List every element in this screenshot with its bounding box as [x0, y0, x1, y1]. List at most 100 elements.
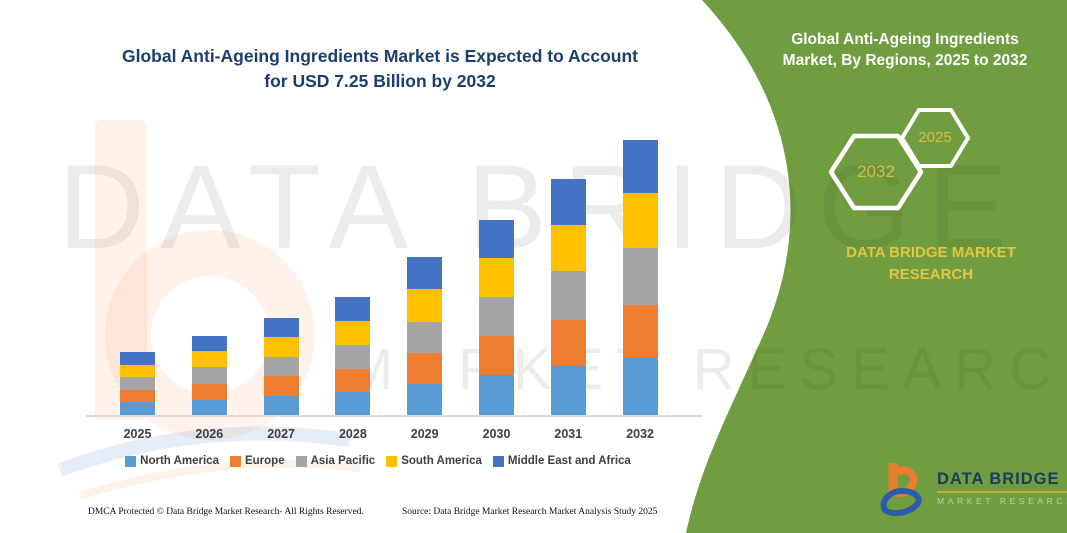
chart-title: Global Anti-Ageing Ingredients Market is…	[100, 44, 660, 94]
x-axis-label-2026: 2026	[195, 427, 224, 441]
legend-item-south-america: South America	[386, 455, 482, 467]
legend-label: Europe	[244, 455, 285, 467]
logo-name: DATA BRIDGE	[937, 470, 1060, 488]
logo-underline	[937, 491, 1067, 493]
bar-segment-middle-east-and-africa	[263, 317, 299, 337]
bar-2027	[263, 317, 299, 415]
bar-segment-middle-east-and-africa	[120, 352, 155, 365]
chart-title-line2: for USD 7.25 Billion by 2032	[264, 70, 496, 91]
watermark-orange-swoosh	[78, 459, 361, 500]
watermark-blue-swoosh	[57, 426, 352, 477]
bar-segment-north-america	[622, 358, 658, 415]
bar-segment-asia-pacific	[622, 248, 658, 305]
bar-segment-south-america	[335, 320, 371, 345]
x-axis-label-2028: 2028	[338, 427, 367, 441]
legend-label: Asia Pacific	[310, 455, 376, 467]
logo-text: DATA BRIDGE MARKET RESEARCH	[937, 470, 1067, 506]
bar-segment-europe	[120, 389, 155, 403]
footer-copyright: DMCA Protected © Data Bridge Market Rese…	[88, 507, 364, 517]
bar-segment-north-america	[407, 383, 443, 415]
logo-subtitle: MARKET RESEARCH	[937, 496, 1067, 506]
bar-segment-south-america	[622, 193, 658, 249]
panel-title-line2: Market, By Regions, 2025 to 2032	[782, 51, 1028, 69]
legend-swatch-icon	[125, 455, 137, 467]
bar-segment-europe	[550, 320, 586, 367]
stacked-bar-chart: 2025 2026 2027 2028 2029 2030 2031 2032	[86, 140, 702, 441]
x-axis-label-2025: 2025	[123, 427, 152, 441]
watermark-text-line2: MARKET RESEARCH	[345, 337, 1067, 402]
bar-segment-europe	[407, 352, 443, 384]
bar-segment-south-america	[479, 257, 514, 298]
legend-item-europe: Europe	[229, 455, 285, 467]
bar-segment-middle-east-and-africa	[191, 335, 227, 351]
hexagon-2032	[828, 133, 924, 211]
x-axis-label-2032: 2032	[626, 427, 654, 441]
bar-2032	[622, 140, 658, 415]
bar-segment-north-america	[479, 375, 514, 415]
legend-label: South America	[401, 455, 482, 467]
bar-segment-europe	[191, 383, 227, 400]
bar-segment-asia-pacific	[407, 321, 443, 353]
bar-segment-south-america	[407, 288, 443, 322]
bar-segment-europe	[622, 304, 658, 359]
panel-brand-text: DATA BRIDGE MARKET RESEARCH	[800, 242, 1062, 286]
bar-segment-north-america	[335, 391, 371, 415]
legend-swatch-icon	[295, 455, 307, 467]
hexagon-2032-label: 2032	[857, 162, 895, 181]
bar-2030	[479, 220, 514, 415]
bar-segment-asia-pacific	[191, 366, 227, 384]
chart-title-line1: Global Anti-Ageing Ingredients Market is…	[122, 46, 638, 66]
legend-item-middle-east-and-africa: Middle East and Africa	[492, 455, 631, 467]
bar-segment-middle-east-and-africa	[407, 256, 443, 289]
x-axis-label-2030: 2030	[482, 427, 511, 441]
bar-segment-middle-east-and-africa	[479, 220, 514, 258]
watermark-b-stem	[95, 120, 147, 420]
panel-title-line1: Global Anti-Ageing Ingredients	[791, 31, 1019, 48]
legend-item-north-america: North America	[125, 455, 219, 467]
bar-segment-europe	[335, 368, 371, 392]
bar-segment-asia-pacific	[479, 297, 514, 337]
panel-brand-line2: RESEARCH	[888, 265, 974, 283]
panel-title: Global Anti-Ageing Ingredients Market, B…	[752, 30, 1058, 72]
legend-swatch-icon	[229, 455, 241, 467]
legend-label: Middle East and Africa	[507, 455, 631, 467]
bar-segment-middle-east-and-africa	[335, 297, 371, 321]
bar-segment-south-america	[191, 350, 227, 367]
bar-segment-asia-pacific	[335, 344, 371, 369]
bar-2025	[120, 352, 155, 415]
bar-segment-middle-east-and-africa	[622, 140, 658, 194]
bar-2028	[335, 297, 371, 415]
bar-segment-south-america	[263, 336, 299, 357]
bar-2029	[407, 256, 443, 415]
legend-label: North America	[140, 455, 219, 467]
bar-segment-south-america	[120, 364, 155, 378]
watermark-text-line1: DATA BRIDGE	[58, 140, 1024, 274]
bar-2031	[550, 179, 586, 415]
bar-segment-middle-east-and-africa	[550, 179, 586, 226]
green-panel-shape	[686, 0, 1067, 533]
legend-swatch-icon	[492, 455, 504, 467]
bar-segment-asia-pacific	[550, 271, 586, 321]
legend-swatch-icon	[386, 455, 398, 467]
bar-segment-south-america	[550, 225, 586, 272]
bar-segment-north-america	[120, 402, 155, 415]
bar-2026	[191, 335, 227, 415]
company-logo: DATA BRIDGE MARKET RESEARCH	[880, 460, 1067, 516]
chart-legend: North America Europe Asia Pacific South Ame…	[78, 455, 678, 467]
bar-segment-north-america	[550, 366, 586, 415]
bar-segment-north-america	[191, 399, 227, 415]
legend-item-asia-pacific: Asia Pacific	[295, 455, 376, 467]
bar-segment-asia-pacific	[263, 356, 299, 376]
footer-source: Source: Data Bridge Market Research Mark…	[402, 507, 658, 517]
bar-segment-north-america	[263, 395, 299, 415]
bar-segment-europe	[263, 375, 299, 396]
bar-segment-asia-pacific	[120, 377, 155, 390]
x-axis-line	[86, 415, 702, 417]
x-axis-label-2031: 2031	[554, 427, 583, 441]
x-axis-label-2027: 2027	[267, 427, 295, 441]
panel-brand-line1: DATA BRIDGE MARKET	[846, 244, 1016, 261]
bar-segment-europe	[479, 336, 514, 376]
